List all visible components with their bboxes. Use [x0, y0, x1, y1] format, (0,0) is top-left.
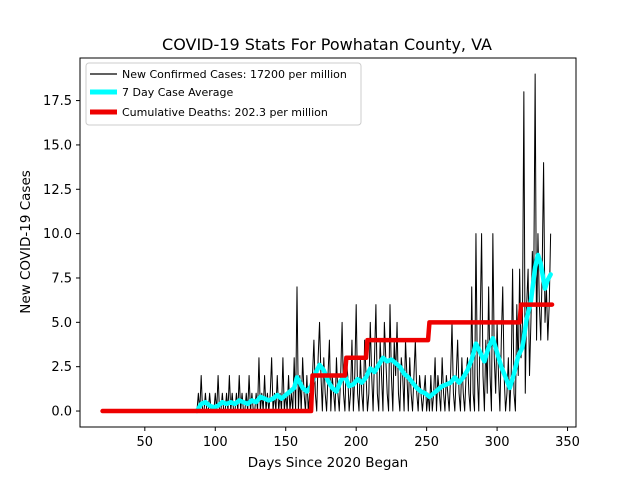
- x-tick-label: 150: [273, 435, 298, 450]
- legend-box: [85, 62, 362, 126]
- x-tick-label: 300: [485, 435, 510, 450]
- y-tick-label: 5.0: [51, 316, 72, 331]
- x-axis-label: Days Since 2020 Began: [248, 455, 409, 471]
- legend: New Confirmed Cases: 17200 per million 7…: [85, 62, 362, 126]
- x-tick-label: 250: [414, 435, 439, 450]
- legend-label-cumulative-deaths: Cumulative Deaths: 202.3 per million: [122, 106, 328, 119]
- y-axis-label: New COVID-19 Cases: [18, 170, 34, 314]
- x-tick-label: 50: [137, 435, 154, 450]
- y-tick-label: 12.5: [43, 183, 72, 198]
- x-tick-label: 200: [344, 435, 369, 450]
- series-line-7-day-case-average: [194, 252, 553, 414]
- legend-label-new-cases: New Confirmed Cases: 17200 per million: [122, 68, 347, 81]
- y-tick-label: 2.5: [51, 360, 72, 375]
- plot-area-frame: [79, 57, 577, 428]
- y-tick-label: 15.0: [43, 138, 72, 153]
- y-tick-label: 17.5: [43, 94, 72, 109]
- x-axis-ticks: 50 100 150 200 250 300 350: [137, 427, 580, 450]
- y-tick-label: 0.0: [51, 405, 72, 420]
- y-axis-ticks: 0.0 2.5 5.0 7.5 10.0 12.5 15.0 17.5: [43, 94, 80, 420]
- y-tick-label: 10.0: [43, 227, 72, 242]
- x-tick-label: 350: [555, 435, 580, 450]
- x-tick-label: 100: [203, 435, 228, 450]
- y-tick-label: 7.5: [51, 271, 72, 286]
- legend-label-7-day-average: 7 Day Case Average: [122, 86, 234, 99]
- plot-lines: [100, 73, 555, 414]
- series-line-cumulative-deaths: [100, 302, 555, 414]
- chart-title: COVID-19 Stats For Powhatan County, VA: [162, 35, 492, 54]
